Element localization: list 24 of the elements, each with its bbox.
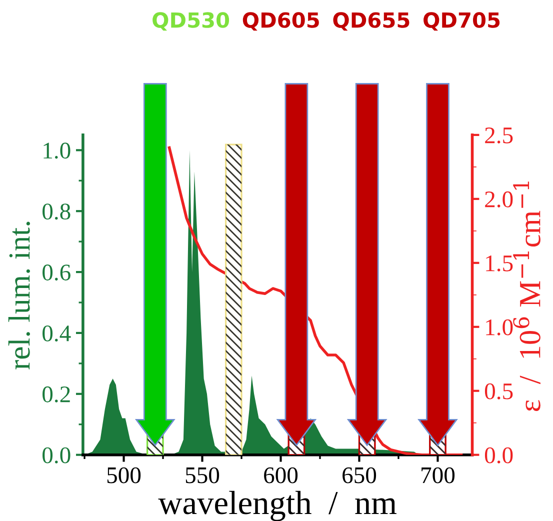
y-tick-label: 0.8 [42, 204, 70, 220]
y-tick-label: 0.0 [42, 447, 70, 464]
y2-axis-title: ε / 10$^{6}$ M$^{−1}$cm$^{−1}$ [513, 182, 540, 412]
y-tick-label: 0.4 [42, 325, 71, 342]
band-label: QD655 [333, 12, 410, 31]
y-tick-label: 1.0 [44, 142, 70, 159]
y2-tick-label: 2.0 [485, 191, 513, 208]
y-axis-title: rel. lum. int. [8, 222, 30, 370]
x-tick-label: 500 [107, 467, 141, 484]
x-tick-label: 550 [186, 467, 220, 484]
x-axis-title: wavelength / nm [158, 490, 396, 521]
x-tick-label: 700 [422, 467, 455, 484]
y2-tick-label: 1.0 [486, 319, 513, 336]
x-tick-label: 650 [342, 467, 376, 484]
band-label: QD530 [152, 12, 230, 31]
y2-tick-label: 2.5 [485, 127, 513, 144]
band-label: QD705 [424, 12, 500, 31]
y2-tick-label: 0.0 [484, 447, 513, 464]
band-label: QD605 [242, 12, 319, 31]
x-tick-label: 600 [264, 467, 298, 484]
y-tick-label: 0.2 [42, 386, 70, 402]
y-tick-label: 0.6 [42, 264, 70, 281]
y2-tick-label: 0.5 [484, 383, 513, 400]
y2-tick-label: 1.5 [486, 256, 513, 272]
